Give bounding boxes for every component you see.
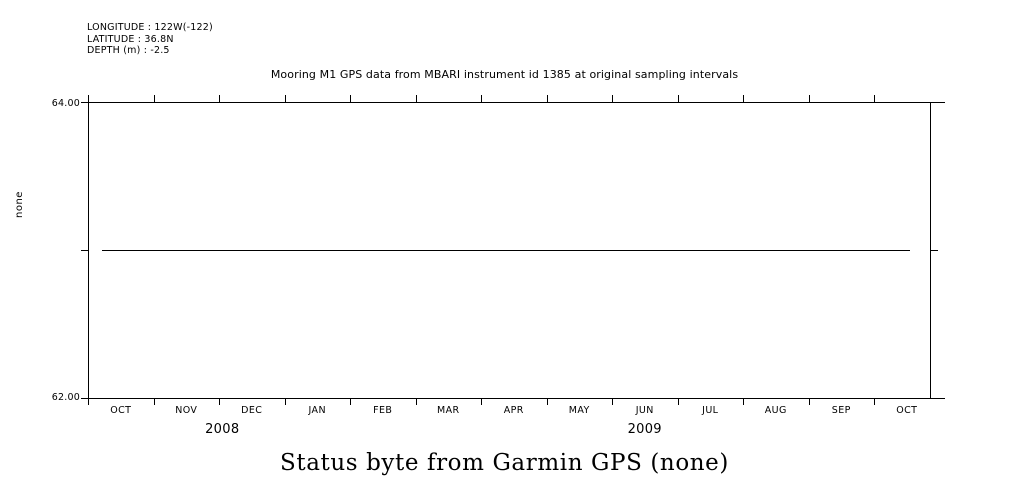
x-tick-10 xyxy=(743,398,744,405)
chart-caption: Status byte from Garmin GPS (none) xyxy=(280,450,729,476)
x-axis-month-label: AUG xyxy=(764,405,787,416)
y-axis-tick-label-bottom: 62.00 xyxy=(51,392,80,403)
x-tick-top-0 xyxy=(88,95,89,102)
x-axis-month-label: MAR xyxy=(437,405,460,416)
x-axis-month-label: SEP xyxy=(831,405,851,416)
y-axis-title: none xyxy=(14,191,25,218)
y-tick-63 xyxy=(81,250,88,251)
x-tick-top-9 xyxy=(677,95,679,102)
x-tick-9 xyxy=(677,398,679,405)
axis-left xyxy=(88,102,89,398)
x-tick-top-4 xyxy=(350,95,351,102)
x-axis-month-label: APR xyxy=(503,405,524,416)
x-tick-top-5 xyxy=(415,95,417,102)
x-axis-month-label: JUN xyxy=(635,405,654,416)
x-tick-top-2 xyxy=(219,95,220,102)
y-tick-right-64 xyxy=(930,102,938,103)
x-tick-4 xyxy=(350,398,351,405)
x-tick-top-6 xyxy=(481,95,482,102)
x-tick-0 xyxy=(88,398,89,405)
metadata-longitude: LONGITUDE : 122W(-122) xyxy=(87,22,213,33)
metadata-depth: DEPTH (m) : -2.5 xyxy=(87,45,170,57)
x-tick-7 xyxy=(546,398,548,405)
x-axis-month-label: FEB xyxy=(373,405,393,416)
y-tick-right-62 xyxy=(930,398,938,399)
x-tick-11 xyxy=(808,398,810,405)
data-series-line xyxy=(102,250,910,251)
x-tick-3 xyxy=(284,398,286,405)
x-axis-month-label: MAY xyxy=(568,405,590,416)
x-tick-2 xyxy=(219,398,220,405)
x-axis-month-label: JAN xyxy=(308,405,326,416)
x-axis-month-label: OCT xyxy=(896,405,918,416)
x-tick-1 xyxy=(153,398,155,405)
y-axis-tick-label-top: 64.00 xyxy=(51,98,80,109)
x-tick-top-11 xyxy=(808,95,810,102)
x-tick-5 xyxy=(415,398,417,405)
y-tick-64 xyxy=(81,102,88,103)
x-tick-top-1 xyxy=(153,95,155,102)
metadata-latitude: LATITUDE : 36.8N xyxy=(87,33,174,45)
y-tick-right-63 xyxy=(930,250,938,251)
x-axis-month-label: JUL xyxy=(702,405,719,416)
x-tick-top-12 xyxy=(874,95,875,102)
y-tick-62 xyxy=(81,398,88,399)
x-tick-8 xyxy=(612,398,613,405)
x-axis-month-label: DEC xyxy=(241,405,263,416)
axis-bottom xyxy=(88,398,945,399)
x-tick-12 xyxy=(874,398,875,405)
x-tick-6 xyxy=(481,398,482,405)
x-tick-top-10 xyxy=(743,95,744,102)
x-tick-top-8 xyxy=(612,95,613,102)
plot-area: OCT NOV DEC JAN FEB MAR APR MAY JUN JUL AUG SEP OCT … xyxy=(81,95,945,437)
x-tick-top-7 xyxy=(546,95,548,102)
metadata-block: LONGITUDE : 122W(-122) LATITUDE : 36.8N … xyxy=(87,22,213,57)
x-axis-year-label: 2008 xyxy=(205,422,240,437)
chart-title: Mooring M1 GPS data from MBARI instrumen… xyxy=(270,68,739,81)
x-axis-year-label: 2009 xyxy=(627,422,662,437)
x-axis-month-label: NOV xyxy=(175,405,198,416)
x-tick-top-3 xyxy=(284,95,286,102)
axis-top xyxy=(88,102,945,103)
x-axis-month-label: OCT xyxy=(110,405,132,416)
